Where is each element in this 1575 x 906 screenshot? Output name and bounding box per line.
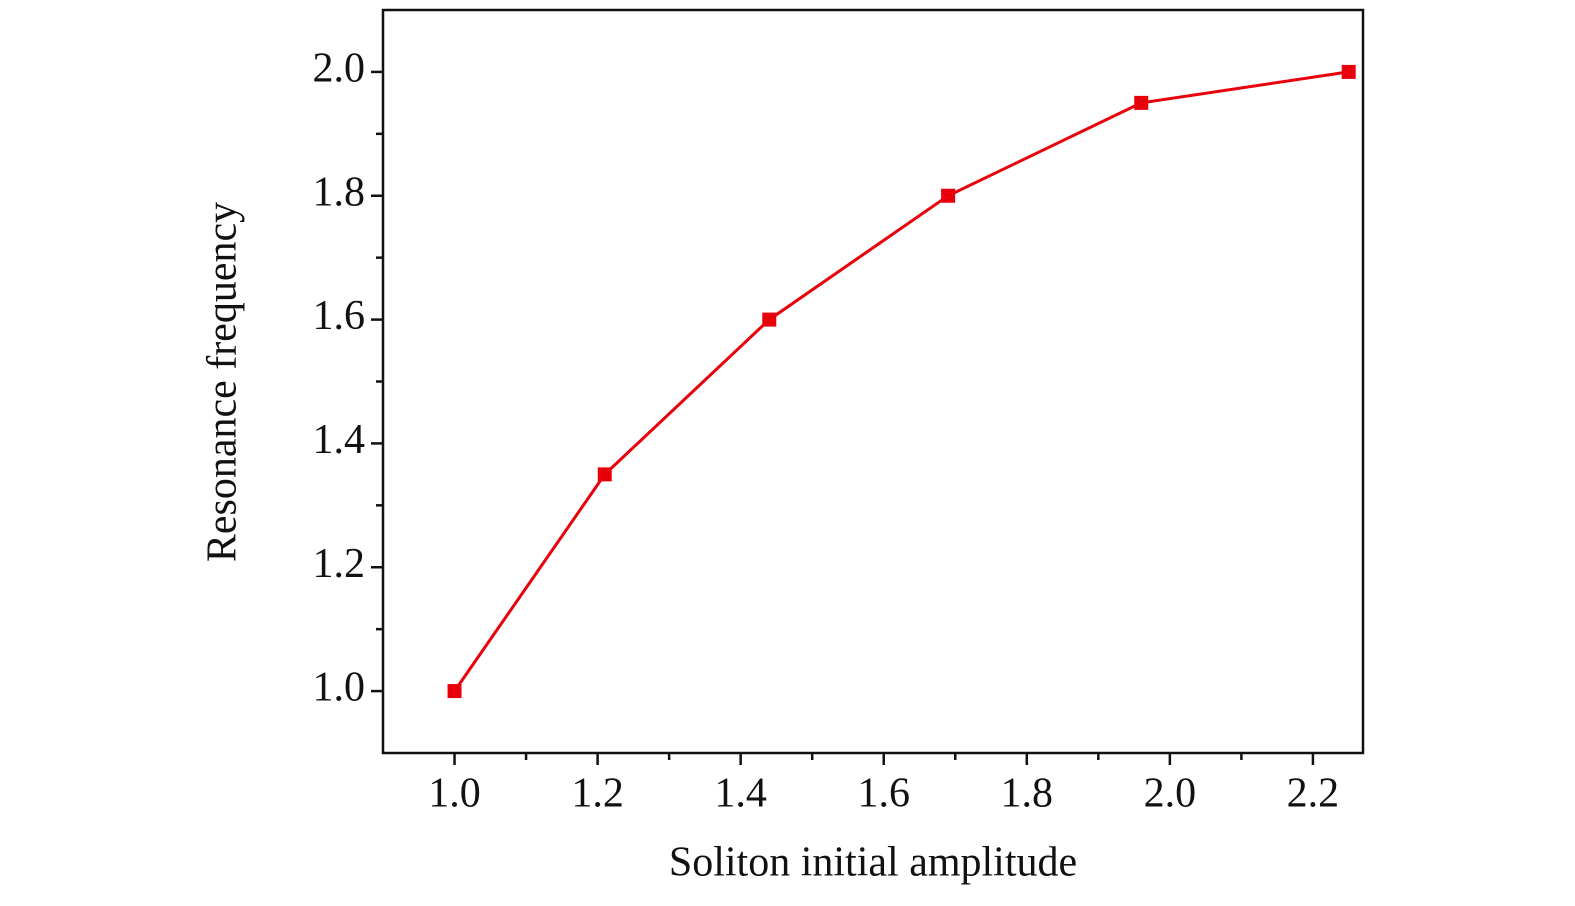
plot-frame xyxy=(381,8,1365,755)
x-tick-label: 1.2 xyxy=(571,771,624,817)
data-point xyxy=(597,467,612,482)
y-tick-label: 1.0 xyxy=(313,665,366,711)
y-tick-label: 1.2 xyxy=(313,541,366,587)
x-axis-label: Soliton initial amplitude xyxy=(669,840,1077,886)
y-tick-label: 2.0 xyxy=(313,46,366,92)
x-tick-label: 1.0 xyxy=(428,771,481,817)
data-point xyxy=(941,188,956,203)
data-point xyxy=(1341,64,1356,79)
y-tick-label: 1.6 xyxy=(313,293,366,339)
data-point xyxy=(762,312,777,327)
x-tick-label: 1.8 xyxy=(1001,771,1054,817)
data-line xyxy=(453,70,1349,692)
y-axis-label: Resonance frequency xyxy=(200,202,246,562)
data-point xyxy=(447,684,462,699)
x-tick-label: 1.6 xyxy=(857,771,910,817)
x-tick-label: 2.0 xyxy=(1144,771,1197,817)
x-tick-label: 2.2 xyxy=(1287,771,1340,817)
y-tick-label: 1.8 xyxy=(313,169,366,215)
y-tick-label: 1.4 xyxy=(313,417,366,463)
data-point xyxy=(1134,95,1149,110)
x-tick-label: 1.4 xyxy=(714,771,767,817)
